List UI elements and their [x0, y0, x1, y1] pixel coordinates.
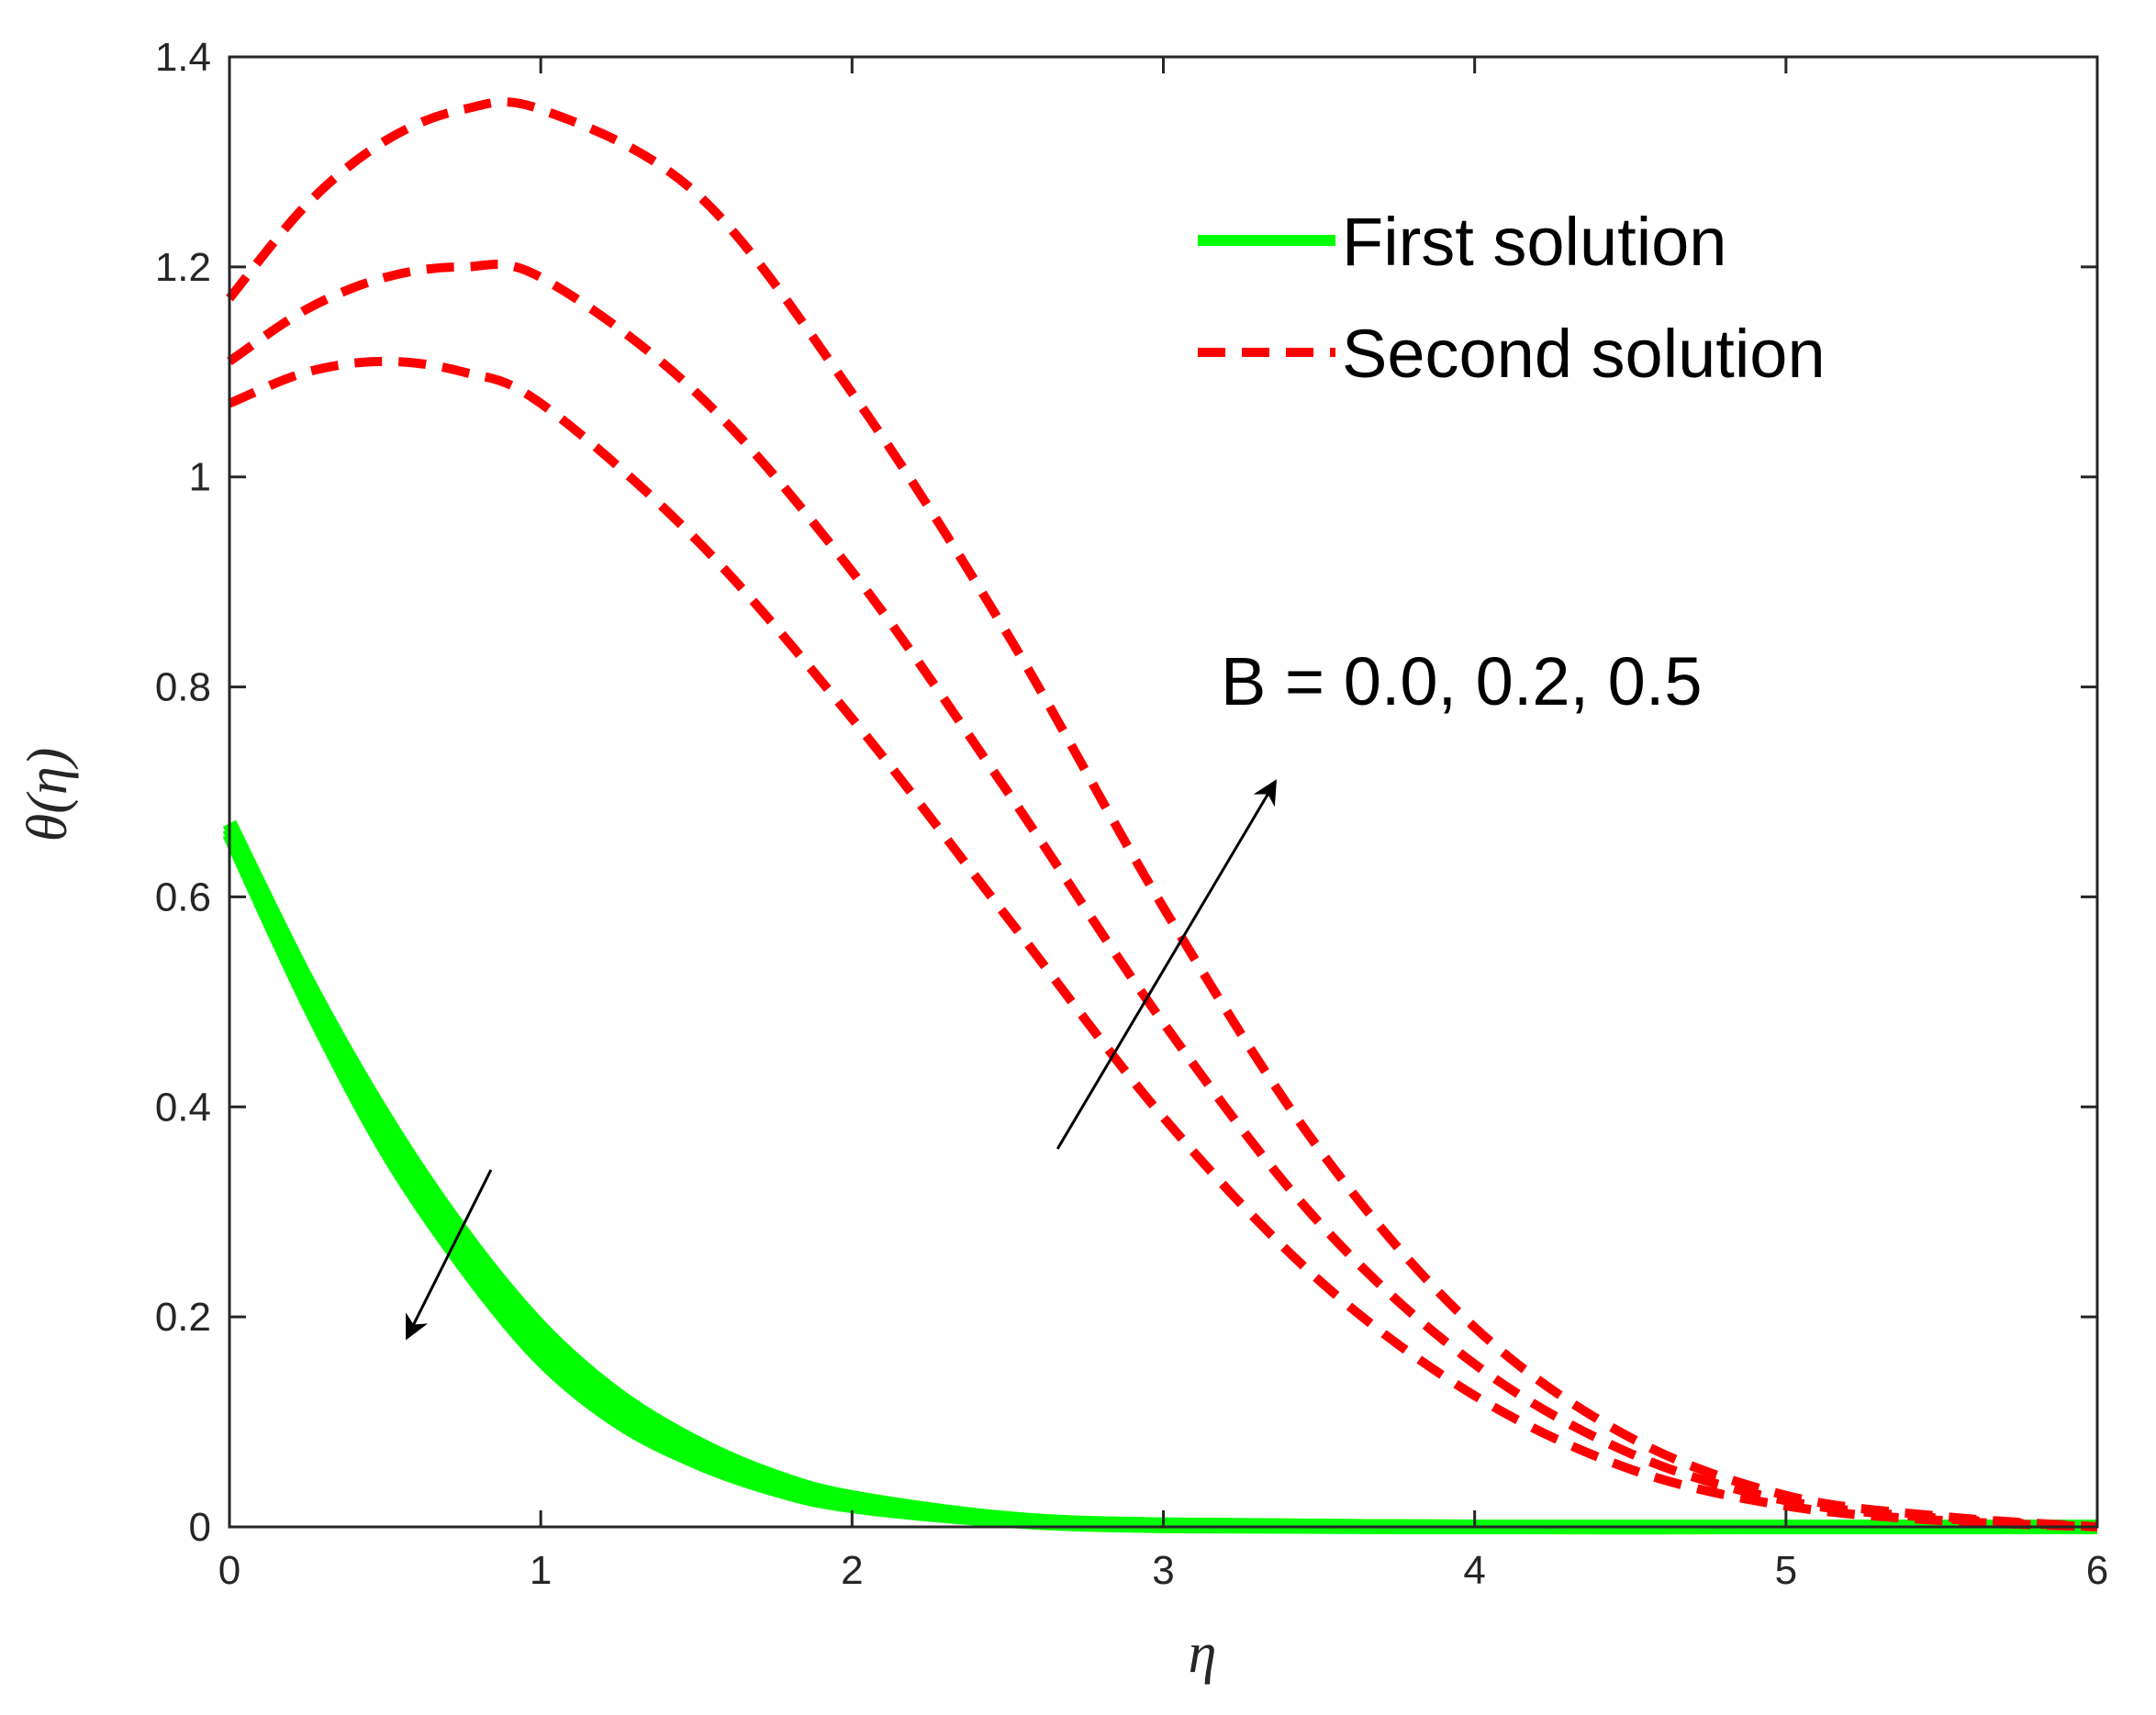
y-axis-label: θ(η)	[17, 748, 79, 842]
ticks-layer: 0 1 2 3 4 5 6 0 0.2 0.4 0.6 0.8 1 1.2 1.4	[155, 35, 2108, 1593]
second-solution-line-1	[228, 356, 2098, 1531]
legend: First solution Second solution	[1198, 204, 1826, 392]
x-tick-label: 4	[1463, 1548, 1485, 1593]
y-tick-label: 0	[189, 1505, 211, 1550]
x-tick-label: 0	[218, 1548, 240, 1593]
x-tick-label: 1	[530, 1548, 552, 1593]
x-tick-label: 5	[1775, 1548, 1797, 1593]
y-tick-label: 0.4	[155, 1085, 211, 1130]
second-solution-line-3	[226, 96, 2098, 1531]
x-tick-label: 6	[2086, 1548, 2108, 1593]
second-solution-line-2	[227, 260, 2098, 1531]
plot-frame	[228, 55, 2099, 1529]
legend-label-first-solution: First solution	[1342, 204, 1726, 280]
y-tick-label: 1	[189, 455, 211, 500]
first-solution-trend-arrow	[405, 1169, 493, 1341]
x-tick-label: 3	[1152, 1548, 1174, 1593]
x-tick-label: 2	[841, 1548, 863, 1593]
y-tick-label: 0.8	[155, 665, 211, 710]
second-solution-trend-arrow	[1056, 779, 1277, 1150]
y-tick-label: 1.4	[155, 35, 211, 80]
plot-background	[229, 57, 2097, 1527]
arrows-layer	[405, 779, 1277, 1341]
legend-label-second-solution: Second solution	[1342, 316, 1826, 392]
y-tick-label: 1.2	[155, 245, 211, 290]
x-axis-label: η	[1189, 1622, 1217, 1685]
y-tick-label: 0.2	[155, 1295, 211, 1340]
y-tick-label: 0.6	[155, 874, 211, 919]
parameter-annotation: B = 0.0, 0.2, 0.5	[1221, 643, 1703, 719]
